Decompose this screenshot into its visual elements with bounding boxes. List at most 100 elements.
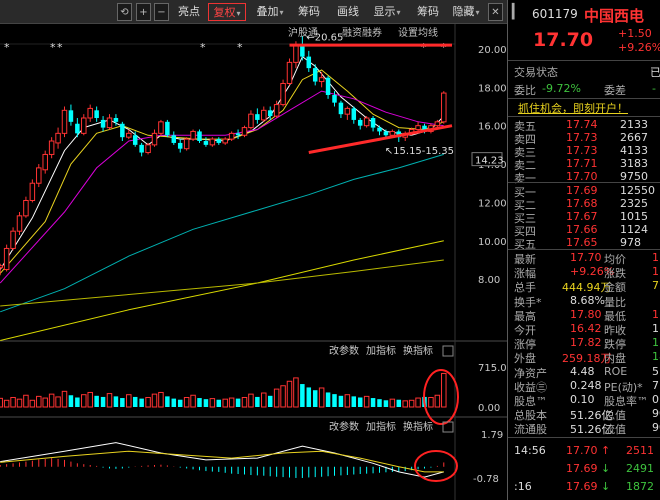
ask-level-label: 卖三 bbox=[514, 146, 536, 159]
stat-label: 总股本 bbox=[514, 409, 547, 423]
event-star-icon[interactable]: * bbox=[50, 41, 56, 54]
stat-label: 均价 bbox=[604, 253, 626, 266]
candle-body bbox=[209, 138, 216, 146]
zoom-in-icon[interactable]: + bbox=[136, 3, 151, 21]
event-star-icon[interactable]: * bbox=[237, 41, 243, 54]
volume-bar bbox=[75, 397, 80, 407]
candle-body bbox=[255, 114, 260, 120]
range-annotation: ↖15.15-15.35 bbox=[385, 146, 454, 157]
volume-bar bbox=[87, 391, 93, 408]
volume-bar bbox=[165, 396, 170, 407]
event-star-icon[interactable]: * bbox=[57, 41, 63, 54]
stat-label: 今开 bbox=[514, 324, 536, 337]
refresh-icon[interactable]: ⟲ bbox=[117, 3, 132, 21]
close-icon[interactable]: ✕ bbox=[488, 3, 503, 21]
toolbar-display-button[interactable]: 显示 bbox=[369, 3, 405, 21]
stat-value: 1 bbox=[652, 336, 659, 350]
volume-bar bbox=[61, 390, 68, 408]
volume-bar bbox=[312, 390, 318, 407]
toolbar-draw-button[interactable]: 画线 bbox=[337, 5, 359, 18]
candle-body bbox=[139, 144, 144, 153]
candle-body bbox=[434, 121, 441, 127]
volume-bar bbox=[280, 385, 286, 408]
macd-option-button[interactable]: 加指标 bbox=[366, 420, 396, 433]
volume-bar bbox=[370, 398, 376, 407]
toolbar-hide-button[interactable]: 隐藏 bbox=[448, 3, 484, 21]
volume-bar bbox=[120, 398, 125, 407]
candle-body bbox=[81, 117, 87, 134]
subtab-hsgt[interactable]: 沪股通 bbox=[288, 26, 318, 39]
volume-close-icon[interactable] bbox=[442, 345, 454, 357]
volume-bar bbox=[286, 380, 293, 408]
chart-toolbar: ⟲ + − 亮点 复权 叠加 筹码 画线 显示 筹码 隐藏 ✕ bbox=[0, 0, 507, 24]
candle-body bbox=[171, 135, 177, 143]
ma20-line bbox=[0, 90, 444, 284]
tick-price: 17.69 bbox=[566, 462, 598, 475]
volume-bar bbox=[197, 398, 202, 407]
volume-bar bbox=[106, 393, 113, 408]
candle-body bbox=[306, 56, 312, 69]
candle-body bbox=[16, 215, 23, 232]
ask-price: 17.74 bbox=[566, 118, 598, 131]
macd-close-icon[interactable] bbox=[442, 421, 454, 433]
candle-body bbox=[235, 133, 241, 136]
quote-panel: ▎ 601179 中国西电 17.70 +1.50 +9.26% 交易状态 已 … bbox=[507, 0, 660, 500]
toolbar-adjust-button[interactable]: 复权 bbox=[208, 3, 246, 21]
toolbar-overlay-label: 叠加 bbox=[256, 5, 279, 18]
toolbar-chips2-button[interactable]: 筹码 bbox=[417, 5, 439, 18]
event-star-icon[interactable]: * bbox=[421, 41, 427, 54]
candle-body bbox=[344, 107, 351, 115]
stat-label: 涨停 bbox=[514, 338, 536, 352]
bid-price: 17.67 bbox=[566, 210, 598, 223]
zoom-out-icon[interactable]: − bbox=[154, 3, 169, 21]
candle-body bbox=[363, 117, 370, 127]
volume-option-button[interactable]: 换指标 bbox=[403, 344, 433, 357]
stat-label: 总手 bbox=[514, 281, 536, 295]
event-star-icon[interactable]: * bbox=[200, 41, 206, 54]
candle-body bbox=[216, 139, 222, 143]
candle-body bbox=[261, 109, 267, 121]
tick-volume: 1872 bbox=[626, 480, 654, 493]
candle-body bbox=[203, 141, 209, 145]
macd-option-button[interactable]: 换指标 bbox=[403, 420, 433, 433]
price-change-pct: +9.26% bbox=[618, 41, 660, 54]
stock-name: 中国西电 bbox=[584, 7, 645, 25]
last-price-tag bbox=[471, 152, 503, 167]
stat-label: 金额 bbox=[604, 281, 626, 295]
event-star-icon[interactable]: * bbox=[441, 41, 447, 54]
stat-label: 最新 bbox=[514, 253, 536, 266]
toolbar-overlay-button[interactable]: 叠加 bbox=[252, 3, 288, 21]
candle-body bbox=[113, 118, 119, 122]
volume-option-button[interactable]: 改参数 bbox=[329, 344, 359, 357]
subtab-margin[interactable]: 融资融券 bbox=[342, 26, 382, 39]
stat-value: 1 bbox=[652, 322, 659, 335]
ask-price: 17.71 bbox=[566, 157, 598, 170]
volume-bar bbox=[377, 399, 382, 407]
macd-option-button[interactable]: 改参数 bbox=[329, 420, 359, 433]
candle-body bbox=[286, 61, 293, 84]
menu-icon[interactable]: ▎ bbox=[512, 4, 523, 20]
subtab-ma-settings[interactable]: 设置均线 bbox=[398, 26, 438, 39]
volume-bar bbox=[171, 398, 177, 407]
macd-panel: 改参数 加指标 换指标 1.79 -0.78 bbox=[0, 420, 503, 485]
event-markers: * * * * * * * bbox=[4, 41, 447, 54]
toolbar-chips-button[interactable]: 筹码 bbox=[298, 5, 320, 18]
stat-value: 907 bbox=[652, 421, 660, 435]
stat-label: 量比 bbox=[604, 295, 626, 309]
volume-bar bbox=[351, 396, 357, 407]
event-star-icon[interactable]: * bbox=[4, 41, 10, 54]
ask-level-label: 卖五 bbox=[514, 120, 536, 133]
stat-value: 8.68% bbox=[570, 293, 605, 307]
candle-body bbox=[100, 119, 106, 128]
volume-tick-label: 0.00 bbox=[478, 403, 500, 414]
open-account-link[interactable]: 抓住机会，即刻开户！ bbox=[518, 102, 628, 115]
chart-annotations: ←20.65 ↖15.15-15.35 bbox=[289, 32, 454, 157]
candle-body bbox=[158, 121, 164, 134]
volume-option-button[interactable]: 加指标 bbox=[366, 344, 396, 357]
stat-label: ROE bbox=[604, 364, 628, 378]
kline-chart[interactable]: 沪股通 融资融券 设置均线 * * * * * * * ←20.65↖15.15-15.35… bbox=[0, 24, 507, 500]
candle-body bbox=[145, 144, 151, 154]
volume-bar bbox=[363, 395, 370, 408]
toolbar-highlight-button[interactable]: 亮点 bbox=[178, 5, 200, 18]
y-tick-label: 10.00 bbox=[478, 237, 507, 248]
